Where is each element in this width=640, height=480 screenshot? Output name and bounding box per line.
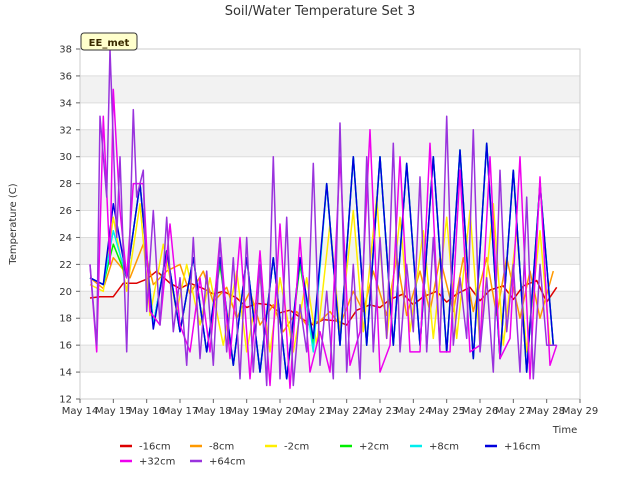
y-tick-label: 18	[59, 314, 72, 325]
x-tick-label: May 29	[562, 406, 599, 417]
y-tick-label: 12	[59, 395, 72, 406]
legend-label: -16cm	[139, 442, 171, 453]
x-tick-label: May 25	[428, 406, 465, 417]
legend-label: +32cm	[139, 457, 175, 468]
y-axis-label: Temperature (C)	[8, 183, 19, 265]
y-tick-label: 22	[59, 260, 72, 271]
y-tick-label: 26	[59, 206, 72, 217]
legend-label: -2cm	[284, 442, 309, 453]
legend-label: +2cm	[359, 442, 389, 453]
y-tick-label: 38	[59, 45, 72, 56]
x-tick-label: May 16	[128, 406, 165, 417]
grid-band	[80, 129, 580, 157]
x-tick-label: May 15	[95, 406, 132, 417]
plot-frame	[79, 48, 581, 400]
y-tick-label: 28	[59, 179, 72, 190]
chart-title: Soil/Water Temperature Set 3	[225, 4, 416, 19]
x-axis-label: Time	[552, 425, 577, 436]
x-tick-label: May 20	[262, 406, 299, 417]
legend-label: -8cm	[209, 442, 234, 453]
x-tick-label: May 22	[328, 406, 365, 417]
y-tick-label: 36	[59, 71, 72, 82]
x-tick-label: May 18	[195, 406, 232, 417]
grid-band	[80, 102, 580, 130]
y-tick-label: 14	[59, 368, 72, 379]
x-tick-label: May 23	[362, 406, 399, 417]
x-tick-label: May 14	[62, 406, 99, 417]
legend-label: +16cm	[504, 442, 540, 453]
y-axis-ticks: 12 14 16 18 20 22 24 26 28 30 32 34 36 38	[59, 45, 80, 406]
y-tick-label: 16	[59, 341, 72, 352]
x-tick-label: May 17	[162, 406, 199, 417]
legend-label: +8cm	[429, 442, 459, 453]
y-tick-label: 30	[59, 152, 72, 163]
grid-band	[80, 183, 580, 211]
x-tick-label: May 27	[495, 406, 532, 417]
station-badge: EE_met	[80, 32, 138, 51]
x-tick-label: May 19	[228, 406, 265, 417]
series-line-6	[89, 88, 558, 389]
grid-band	[80, 49, 580, 76]
y-tick-label: 20	[59, 287, 72, 298]
y-tick-label: 24	[59, 233, 72, 244]
series-lines	[89, 48, 558, 389]
y-tick-label: 34	[59, 98, 72, 109]
y-tick-label: 32	[59, 125, 72, 136]
station-badge-label: EE_met	[89, 38, 130, 49]
series-line-7	[89, 48, 557, 387]
grid-band	[80, 75, 580, 103]
grid-band	[80, 156, 580, 184]
grid-band	[80, 372, 580, 399]
x-tick-label: May 21	[295, 406, 332, 417]
legend: -16cm -8cm -2cm +2cm +8cm +16cm +32cm +64cm	[120, 442, 540, 468]
x-tick-label: May 24	[395, 406, 432, 417]
x-tick-label: May 26	[462, 406, 499, 417]
x-tick-label: May 28	[528, 406, 565, 417]
legend-label: +64cm	[209, 457, 245, 468]
